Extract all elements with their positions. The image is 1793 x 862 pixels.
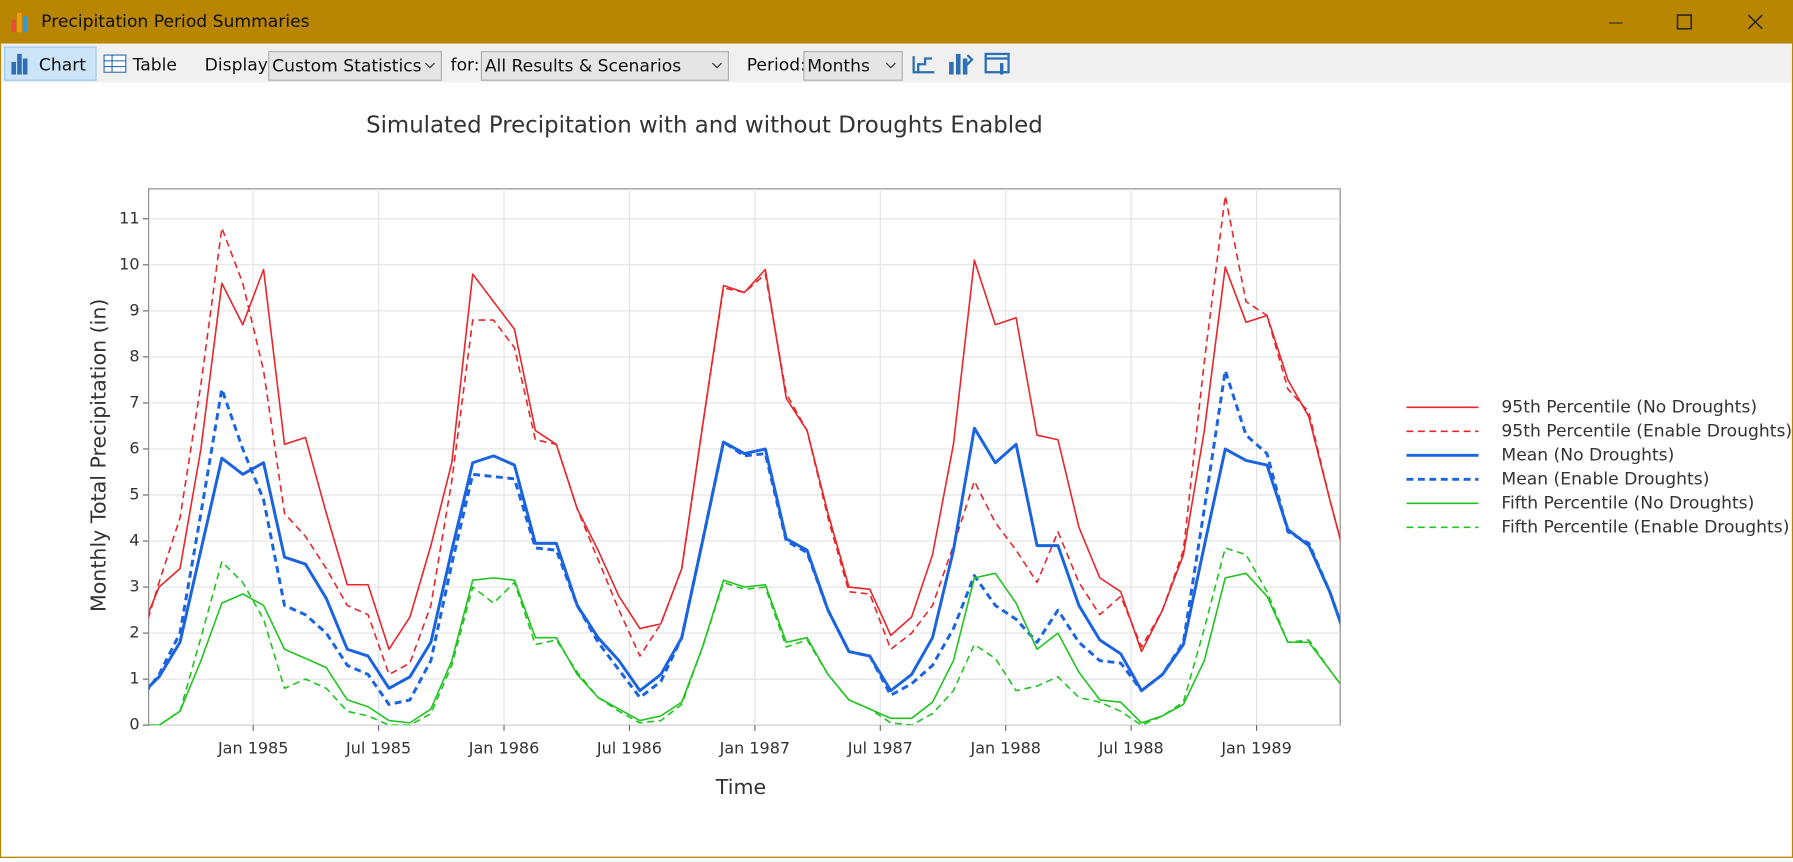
- app-icon: [11, 12, 28, 33]
- legend-label: Mean (No Droughts): [1501, 445, 1674, 465]
- x-tick-label: Jul 1985: [345, 739, 411, 758]
- x-axis-label: Time: [715, 775, 766, 799]
- dropdown-arrow: [711, 62, 722, 69]
- series-line: [148, 194, 1341, 676]
- plot-area: [148, 188, 1341, 726]
- series-line: [148, 426, 1341, 693]
- chart-icon: [11, 53, 28, 75]
- legend-label: Fifth Percentile (Enable Droughts): [1501, 517, 1789, 537]
- legend-label: 95th Percentile (No Droughts): [1501, 397, 1757, 417]
- step-icon[interactable]: [912, 56, 935, 74]
- series-line: [148, 369, 1341, 706]
- period-label: Period:: [747, 55, 806, 75]
- y-tick-label: 4: [129, 531, 139, 550]
- series-line: [148, 572, 1341, 726]
- chart-title: Simulated Precipitation with and without…: [366, 112, 1043, 138]
- display-value[interactable]: Custom Statistics: [272, 57, 422, 77]
- maximize-button[interactable]: [1676, 14, 1692, 30]
- period-dropdown[interactable]: [803, 51, 903, 81]
- window-options-icon[interactable]: [984, 52, 1010, 75]
- x-tick-label: Jan 1988: [969, 739, 1040, 758]
- chart-tab-label[interactable]: Chart: [39, 55, 86, 75]
- x-tick-label: Jan 1986: [468, 739, 539, 758]
- window-title: Precipitation Period Summaries: [41, 12, 309, 32]
- display-dropdown[interactable]: [268, 51, 442, 81]
- y-tick-label: 2: [129, 623, 139, 642]
- series-line: [148, 547, 1341, 726]
- series-line: [148, 259, 1341, 653]
- y-tick-label: 10: [119, 254, 139, 273]
- x-tick-label: Jul 1986: [596, 739, 662, 758]
- x-tick-label: Jan 1985: [217, 739, 288, 758]
- table-tab-label[interactable]: Table: [132, 55, 177, 75]
- y-tick-label: 1: [129, 669, 139, 688]
- display-label: Display:: [205, 55, 273, 75]
- y-tick-label: 5: [129, 484, 139, 503]
- y-tick-label: 9: [129, 300, 139, 319]
- y-tick-label: 3: [129, 577, 139, 596]
- dropdown-arrow: [424, 62, 435, 69]
- legend-label: Mean (Enable Droughts): [1501, 469, 1709, 489]
- table-icon: [103, 54, 127, 73]
- y-tick-label: 7: [129, 392, 139, 411]
- chart-options-icon[interactable]: [949, 53, 974, 75]
- x-tick-label: Jul 1988: [1098, 739, 1164, 758]
- legend-label: 95th Percentile (Enable Droughts): [1501, 421, 1792, 441]
- y-tick-label: 11: [119, 208, 139, 227]
- x-tick-label: Jul 1987: [847, 739, 913, 758]
- for-dropdown[interactable]: [480, 51, 729, 81]
- for-label: for:: [451, 55, 480, 75]
- legend-label: Fifth Percentile (No Droughts): [1501, 493, 1754, 513]
- x-tick-label: Jan 1987: [719, 739, 790, 758]
- y-tick-label: 6: [129, 438, 139, 457]
- title-bar: [0, 0, 1793, 44]
- dropdown-arrow: [885, 62, 896, 69]
- y-tick-label: 8: [129, 346, 139, 365]
- y-tick-label: 0: [129, 715, 139, 734]
- close-button[interactable]: [1747, 14, 1763, 30]
- period-value[interactable]: Months: [807, 57, 870, 77]
- x-tick-label: Jan 1989: [1220, 739, 1291, 758]
- y-axis-label: Monthly Total Precipitation (in): [86, 299, 110, 613]
- for-value[interactable]: All Results & Scenarios: [485, 57, 681, 77]
